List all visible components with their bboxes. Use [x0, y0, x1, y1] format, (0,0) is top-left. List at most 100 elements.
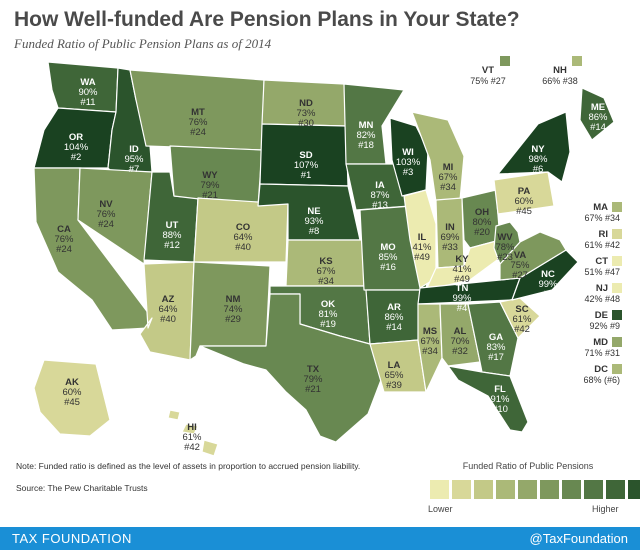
state-label-wa: WA 90% #11 — [78, 77, 98, 108]
callout-value-ct: 51% #47 — [584, 267, 620, 277]
state-fl — [447, 365, 529, 433]
legend-color-scale — [430, 480, 640, 499]
state-label-pa: PA 60% #45 — [514, 186, 534, 217]
state-label-ar: AR 86% #14 — [384, 302, 404, 333]
source-text: Source: The Pew Charitable Trusts — [16, 483, 148, 493]
callout-value-de: 92% #9 — [589, 321, 620, 331]
state-label-or: OR 104% #2 — [64, 132, 89, 163]
legend-swatch-4 — [496, 480, 515, 499]
state-label-tx: TX 79% #21 — [303, 364, 323, 395]
state-label-va: VA 75% #27 — [510, 250, 530, 281]
callout-value-dc: 68% (#6) — [583, 375, 620, 385]
callout-value-ri: 61% #42 — [584, 240, 620, 250]
legend-lower-label: Lower — [428, 504, 453, 514]
callout-code-vt: VT — [482, 65, 494, 76]
callout-value-nh: 66% #38 — [542, 76, 578, 86]
state-label-mo: MO 85% #16 — [378, 242, 398, 273]
legend-swatch-9 — [606, 480, 625, 499]
legend-swatch-3 — [474, 480, 493, 499]
callout-swatch-ma — [612, 202, 622, 212]
state-label-ca: CA 76% #24 — [54, 224, 74, 255]
state-ak — [33, 359, 111, 437]
legend-swatch-10 — [628, 480, 640, 499]
state-label-ny: NY 98% #6 — [528, 144, 548, 175]
state-label-in: IN 69% #33 — [440, 222, 460, 253]
state-label-tn: TN 99% #4 — [452, 283, 472, 314]
callout-code-de: DE — [595, 310, 608, 321]
state-label-ms: MS 67% #34 — [420, 326, 440, 357]
state-label-ut: UT 88% #12 — [162, 220, 182, 251]
state-label-ky: KY 41% #49 — [452, 254, 472, 285]
state-me — [579, 87, 615, 141]
legend-swatch-2 — [452, 480, 471, 499]
callout-code-nh: NH — [553, 65, 567, 76]
state-label-nm: NM 74% #29 — [223, 294, 243, 325]
state-label-hi: HI 61% #42 — [182, 422, 202, 453]
callout-value-vt: 75% #27 — [470, 76, 506, 86]
state-label-az: AZ 64% #40 — [158, 294, 178, 325]
state-label-ak: AK 60% #45 — [62, 377, 82, 408]
callout-code-nj: NJ — [596, 283, 608, 294]
footer-brand: TAX FOUNDATION — [12, 531, 132, 546]
state-ny — [497, 111, 571, 183]
state-label-fl: FL 91% #10 — [490, 384, 510, 415]
state-pa — [493, 171, 555, 215]
state-label-nv: NV 76% #24 — [96, 199, 116, 230]
state-label-mi: MI 67% #34 — [438, 162, 458, 193]
callout-code-ma: MA — [593, 202, 608, 213]
state-label-ks: KS 67% #34 — [316, 256, 336, 287]
footer-bar: TAX FOUNDATION @TaxFoundation — [0, 527, 640, 550]
state-label-wy: WY 79% #21 — [200, 170, 220, 201]
legend-swatch-5 — [518, 480, 537, 499]
callout-code-dc: DC — [594, 364, 608, 375]
state-label-sd: SD 107% #1 — [294, 150, 319, 181]
state-label-me: ME 86% #14 — [588, 102, 608, 133]
state-wv — [493, 221, 521, 265]
state-label-sc: SC 61% #42 — [512, 304, 532, 335]
state-label-la: LA 65% #39 — [384, 360, 404, 391]
state-label-wv: WV 78% #23 — [495, 232, 515, 263]
state-label-mt: MT 76% #24 — [188, 107, 208, 138]
state-va — [499, 231, 567, 281]
state-label-mn: MN 82% #18 — [356, 120, 376, 151]
legend-swatch-6 — [540, 480, 559, 499]
callout-value-ma: 67% #34 — [584, 213, 620, 223]
state-tx — [199, 293, 385, 443]
footer-handle: @TaxFoundation — [529, 531, 628, 546]
state-label-nd: ND 73% #30 — [296, 98, 316, 129]
callout-swatch-md — [612, 337, 622, 347]
state-mn — [343, 83, 405, 165]
state-label-ok: OK 81% #19 — [318, 299, 338, 330]
callout-code-md: MD — [593, 337, 608, 348]
state-label-nc: NC 99% #4 — [538, 269, 558, 300]
callout-swatch-de — [612, 310, 622, 320]
map-subtitle: Funded Ratio of Public Pension Plans as … — [14, 36, 272, 51]
state-label-oh: OH 80% #20 — [472, 207, 492, 238]
state-ms — [417, 303, 443, 393]
state-label-ga: GA 83% #17 — [486, 332, 506, 363]
callout-swatch-nj — [612, 283, 622, 293]
state-label-co: CO 64% #40 — [233, 222, 253, 253]
callout-code-ri: RI — [599, 229, 609, 240]
state-label-al: AL 70% #32 — [450, 326, 470, 357]
callout-value-nj: 42% #48 — [584, 294, 620, 304]
callout-code-ct: CT — [595, 256, 608, 267]
callout-swatch-ct — [612, 256, 622, 266]
state-hi — [167, 409, 219, 457]
state-label-id: ID 95% #7 — [124, 144, 144, 175]
state-label-ia: IA 87% #13 — [370, 180, 390, 211]
legend-swatch-7 — [562, 480, 581, 499]
note-text: Note: Funded ratio is defined as the lev… — [16, 461, 361, 471]
state-label-ne: NE 93% #8 — [304, 206, 324, 237]
legend-higher-label: Higher — [592, 504, 619, 514]
legend-swatch-8 — [584, 480, 603, 499]
state-label-wi: WI 103% #3 — [396, 147, 421, 178]
callout-swatch-nh — [572, 56, 582, 66]
callout-swatch-vt — [500, 56, 510, 66]
map-title: How Well-funded Are Pension Plans in You… — [14, 8, 520, 31]
callout-swatch-ri — [612, 229, 622, 239]
state-al — [439, 303, 481, 367]
callout-swatch-dc — [612, 364, 622, 374]
callout-value-md: 71% #31 — [584, 348, 620, 358]
state-label-il: IL 41% #49 — [412, 232, 432, 263]
